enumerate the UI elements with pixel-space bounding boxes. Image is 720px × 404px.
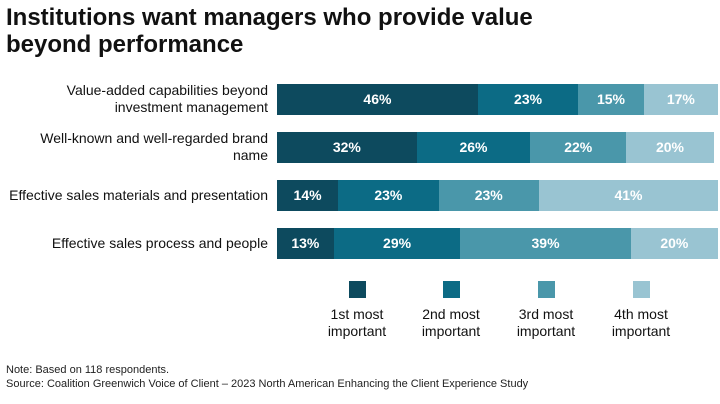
data-label: 39% bbox=[531, 235, 560, 251]
data-label: 17% bbox=[666, 91, 695, 107]
legend-label: 2nd most important bbox=[421, 306, 481, 339]
legend-swatch bbox=[633, 281, 650, 298]
bar-segment bbox=[416, 131, 531, 163]
data-label: 26% bbox=[459, 139, 488, 155]
bar-segment bbox=[277, 131, 417, 163]
bar-segment bbox=[626, 131, 714, 163]
footnote: Source: Coalition Greenwich Voice of Cli… bbox=[6, 378, 529, 390]
data-label: 23% bbox=[474, 187, 503, 203]
footnote: Note: Based on 118 respondents. bbox=[6, 364, 170, 376]
legend-swatch bbox=[538, 281, 555, 298]
category-label: Effective sales materials and presentati… bbox=[9, 186, 268, 203]
data-label: 13% bbox=[291, 235, 320, 251]
legend-label: 4th most important bbox=[611, 306, 671, 339]
legend-swatch bbox=[349, 281, 366, 298]
legend-label: 1st most important bbox=[327, 306, 387, 339]
data-label: 15% bbox=[596, 91, 626, 107]
category-label: Value-added capabilities beyond investme… bbox=[66, 82, 268, 115]
bar-segment bbox=[333, 227, 461, 259]
bar-segment bbox=[530, 131, 627, 163]
legend-label: 3rd most important bbox=[516, 306, 576, 339]
bar-segment bbox=[630, 227, 718, 259]
data-label: 23% bbox=[374, 187, 403, 203]
bar-segment bbox=[438, 179, 539, 211]
bar-segment bbox=[277, 227, 334, 259]
bar-segment bbox=[338, 179, 439, 211]
bar-segment bbox=[578, 83, 644, 115]
data-label: 22% bbox=[564, 139, 593, 155]
bar-segment bbox=[277, 83, 478, 115]
bar-segment bbox=[538, 179, 718, 211]
legend-swatch bbox=[443, 281, 460, 298]
data-label: 20% bbox=[655, 139, 684, 155]
data-label: 14% bbox=[293, 187, 322, 203]
data-label: 41% bbox=[614, 187, 643, 203]
data-label: 29% bbox=[383, 235, 412, 251]
bar-segment bbox=[643, 83, 718, 115]
category-label: Effective sales process and people bbox=[51, 234, 268, 251]
bar-segment bbox=[477, 83, 579, 115]
category-label: Well-known and well-regarded brand name bbox=[40, 130, 268, 163]
bar-segment bbox=[277, 179, 339, 211]
chart-title: Institutions want managers who provide v… bbox=[6, 4, 533, 58]
data-label: 32% bbox=[332, 139, 361, 155]
data-label: 20% bbox=[660, 235, 689, 251]
data-label: 46% bbox=[363, 91, 392, 107]
data-label: 23% bbox=[514, 91, 543, 107]
bar-segment bbox=[460, 227, 631, 259]
